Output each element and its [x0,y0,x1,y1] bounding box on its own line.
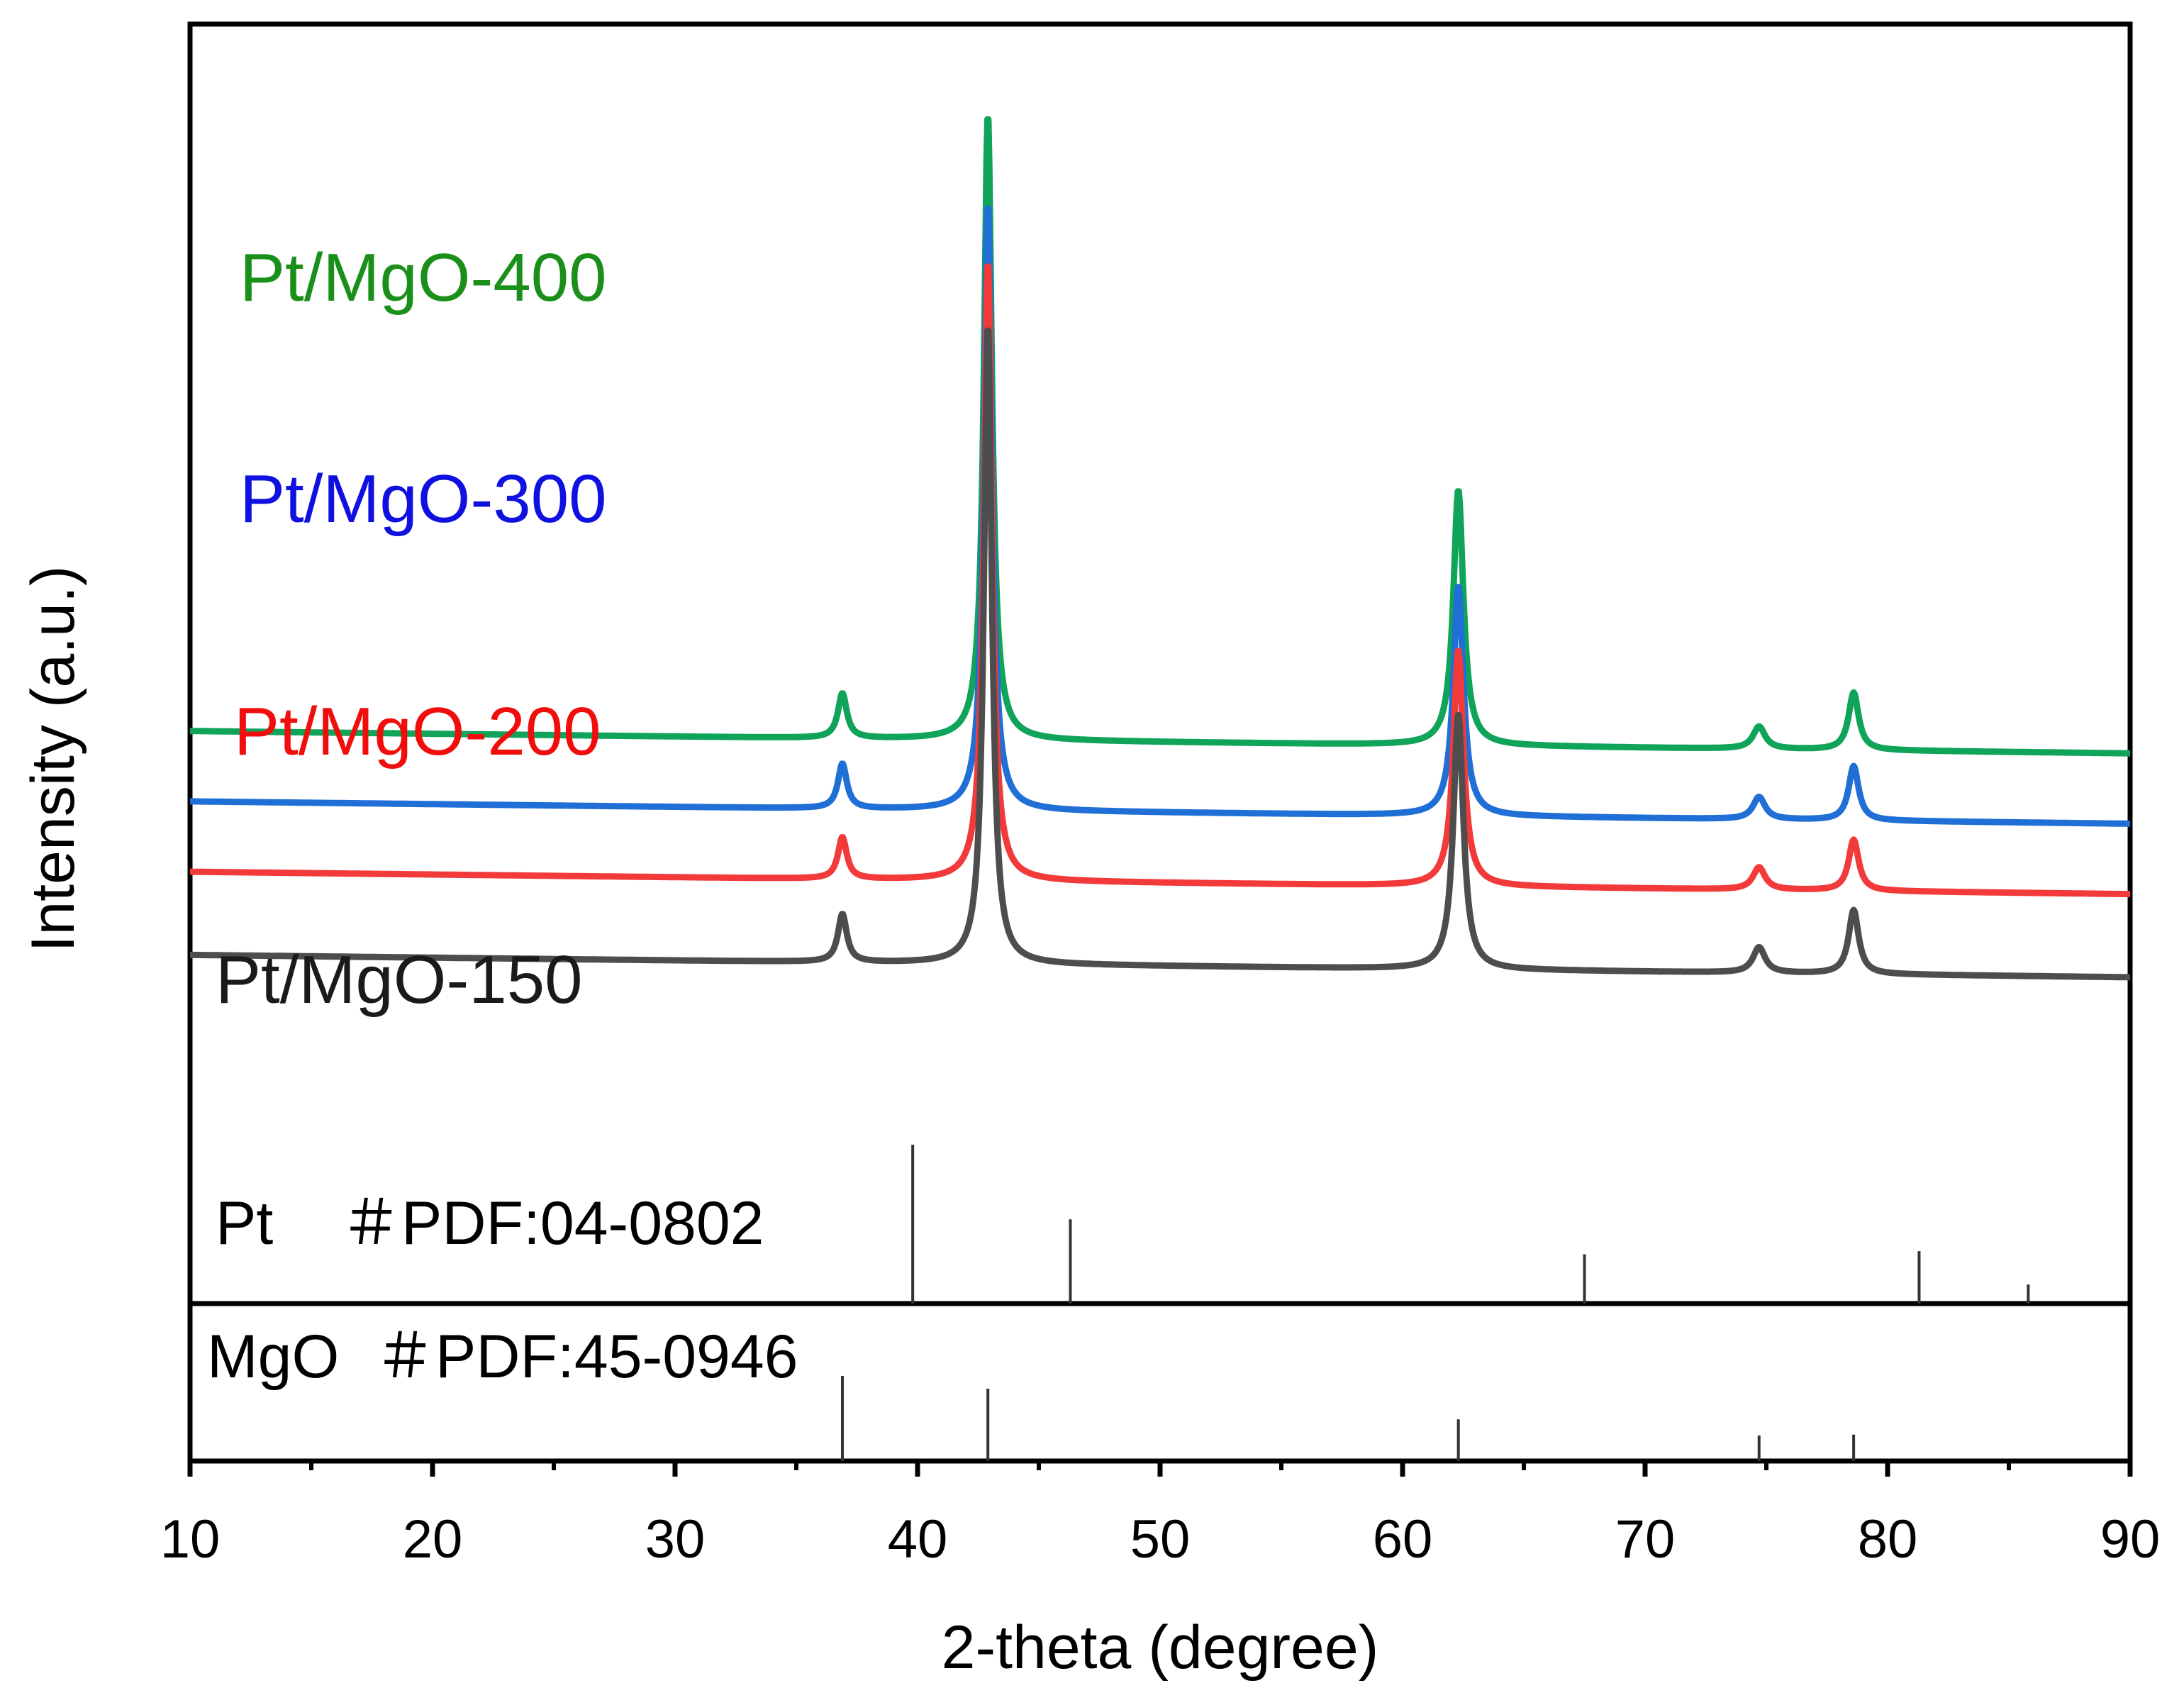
series-label-pt-mgo-300: Pt/MgO-300 [240,461,607,537]
series-label-pt-mgo-400: Pt/MgO-400 [240,240,607,316]
pt-reference-card: ＃PDF:04-0802 [340,1189,764,1257]
pt-reference-sticks [911,1145,2030,1304]
mgo-reference-name: MgO [207,1323,339,1391]
pt-reference-name: Pt [216,1189,273,1257]
x-axis-title: 2-theta (degree) [942,1614,1379,1682]
x-tick-label: 90 [2100,1509,2161,1570]
x-tick-label: 10 [160,1509,221,1570]
series-label-pt-mgo-150: Pt/MgO-150 [216,942,583,1018]
series-label-pt-mgo-200: Pt/MgO-200 [234,694,601,770]
mgo-reference-sticks [840,1376,1856,1461]
x-tick-label: 80 [1858,1509,1918,1570]
x-axis-tick-labels: 10 20 30 40 50 60 70 80 90 [160,1509,2161,1570]
x-tick-label: 20 [403,1509,463,1570]
series-trace-pt-mgo-400 [187,116,2133,757]
xrd-traces [187,116,2133,981]
x-tick-label: 50 [1130,1509,1191,1570]
sample-panel-frame [187,21,2133,1306]
x-tick-label: 60 [1373,1509,1433,1570]
y-axis-title: Intensity (a.u.) [19,566,87,953]
x-tick-label: 70 [1615,1509,1676,1570]
mgo-reference-card: ＃PDF:45-0946 [374,1323,798,1391]
series-trace-pt-mgo-200 [187,263,2133,898]
x-axis-ticks [187,1461,2133,1477]
x-tick-label: 30 [645,1509,706,1570]
x-tick-label: 40 [888,1509,948,1570]
series-trace-pt-mgo-300 [187,205,2133,827]
series-trace-pt-mgo-150 [187,327,2133,981]
